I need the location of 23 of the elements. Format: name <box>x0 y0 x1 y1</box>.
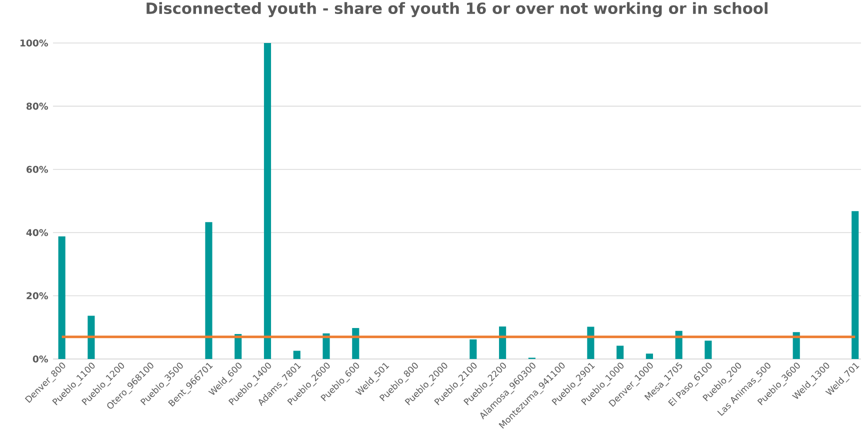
bar <box>470 339 477 359</box>
bar <box>704 340 712 359</box>
bar <box>58 236 66 359</box>
bar <box>88 316 95 359</box>
bar <box>616 346 624 359</box>
y-tick-label: 20% <box>26 292 48 300</box>
y-tick-label: 40% <box>26 229 48 236</box>
bar <box>675 330 682 359</box>
bar <box>499 326 506 359</box>
bar <box>205 222 212 359</box>
bar <box>352 328 360 359</box>
bar <box>322 333 330 359</box>
y-tick-label: 60% <box>26 166 48 173</box>
bar <box>587 326 594 359</box>
bar <box>646 354 653 359</box>
y-tick-label: 100% <box>20 39 48 47</box>
y-tick-label: 80% <box>26 102 48 110</box>
chart-title: Disconnected youth - share of youth 16 or over not working or in school <box>146 2 768 18</box>
bar <box>792 332 800 359</box>
bar <box>852 211 859 359</box>
bar <box>293 350 300 359</box>
bar <box>264 42 272 359</box>
y-tick-label: 0% <box>32 355 48 363</box>
